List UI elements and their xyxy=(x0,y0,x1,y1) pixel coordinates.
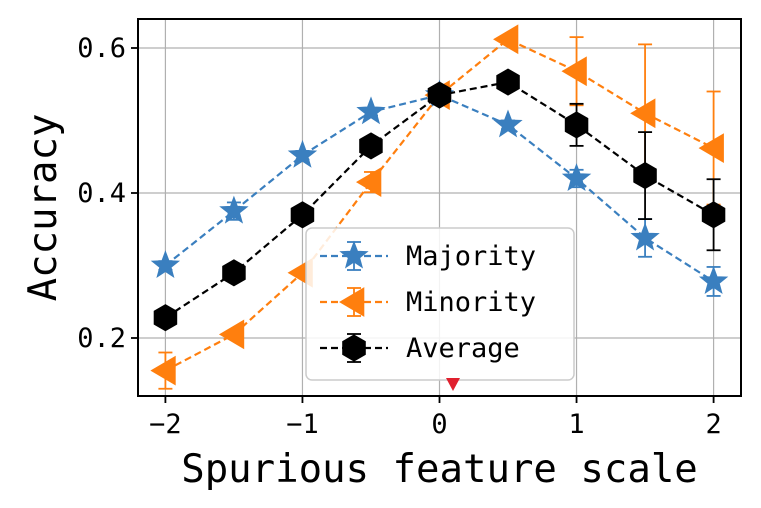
average-point-8 xyxy=(701,201,726,229)
minority-point-1 xyxy=(218,319,245,350)
minority-point-7 xyxy=(630,98,656,129)
legend-item-majority: Majority xyxy=(320,240,536,272)
average-point-0 xyxy=(153,304,178,332)
majority-point-1 xyxy=(219,195,249,224)
y-axis-title: Accuracy xyxy=(21,114,66,302)
small-red-triangle-icon xyxy=(446,378,460,391)
average-point-5 xyxy=(496,68,520,96)
y-tick-label-0: 0.2 xyxy=(77,323,126,354)
majority-point-6 xyxy=(561,163,592,191)
majority-point-0 xyxy=(150,250,181,278)
majority-point-2 xyxy=(287,139,318,168)
legend-item-average: Average xyxy=(320,333,520,364)
legend-item-minority: Minority xyxy=(320,287,536,318)
legend-marker-average xyxy=(342,334,366,362)
x-axis-title: Spurious feature scale xyxy=(181,447,698,492)
axis-ticks: −2 −1 0 1 2 0.2 0.4 0.6 xyxy=(77,33,722,440)
average-point-7 xyxy=(633,162,657,190)
average-point-6 xyxy=(564,111,589,139)
legend-box xyxy=(305,227,575,381)
y-tick-label-1: 0.4 xyxy=(77,178,126,209)
x-tick-label-3: 1 xyxy=(568,409,584,440)
minority-point-3 xyxy=(356,167,382,197)
legend-marker-minority xyxy=(339,287,365,317)
minority-point-5 xyxy=(493,24,519,55)
minority-line xyxy=(164,38,715,372)
x-tick-label-1: −1 xyxy=(286,409,319,440)
average-point-2 xyxy=(290,201,315,229)
legend-label-average: Average xyxy=(406,333,520,364)
average-point-3 xyxy=(359,132,383,160)
legend: Majority Minority Average xyxy=(305,227,575,381)
average-point-1 xyxy=(222,259,246,287)
legend-label-minority: Minority xyxy=(406,287,536,318)
minority-point-6 xyxy=(561,56,587,87)
majority-point-5 xyxy=(493,109,523,138)
majority-point-7 xyxy=(630,222,660,251)
legend-marker-majority xyxy=(339,240,369,269)
x-tick-label-4: 2 xyxy=(705,409,721,440)
minority-point-8 xyxy=(698,133,724,163)
series-average xyxy=(153,68,726,332)
majority-point-8 xyxy=(698,265,729,294)
majority-line xyxy=(164,93,715,283)
x-tick-label-0: −2 xyxy=(149,409,182,440)
plot-series xyxy=(150,24,729,390)
average-point-4 xyxy=(427,81,452,109)
majority-point-3 xyxy=(356,96,386,125)
legend-label-majority: Majority xyxy=(406,241,536,272)
minority-point-0 xyxy=(150,355,176,386)
x-tick-label-2: 0 xyxy=(431,409,447,440)
y-tick-label-2: 0.6 xyxy=(77,33,126,64)
